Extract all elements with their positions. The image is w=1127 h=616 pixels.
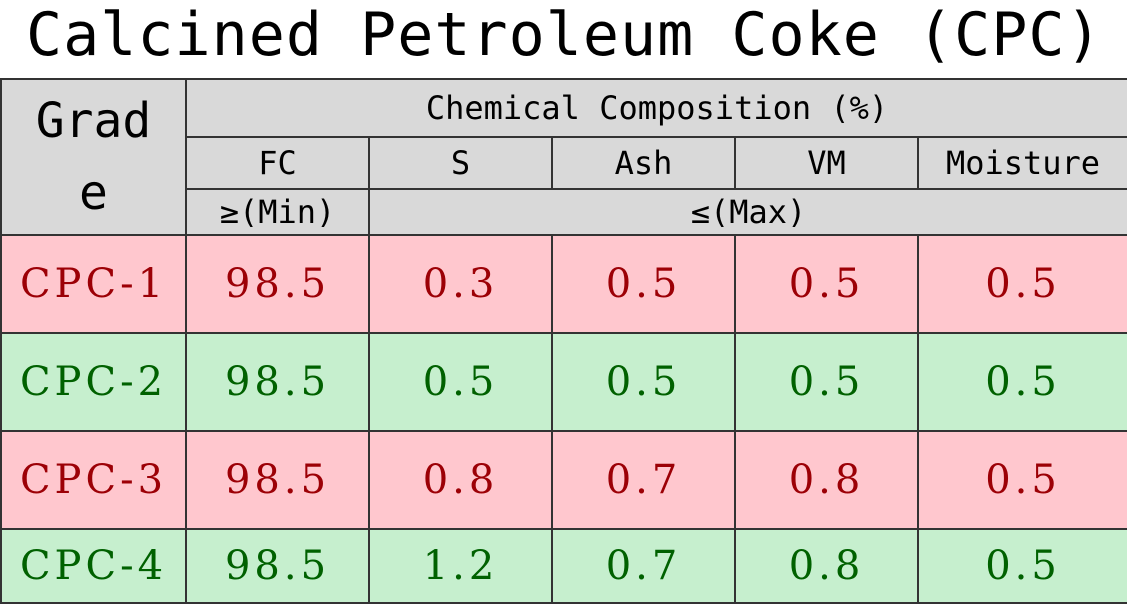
value-cell: 0.5	[551, 234, 736, 334]
column-header: FC	[185, 136, 370, 190]
value-cell: 0.7	[551, 528, 736, 604]
group-header: Chemical Composition (%)	[185, 78, 1127, 138]
value-cell: 1.2	[368, 528, 553, 604]
column-header: S	[368, 136, 553, 190]
grade-row: CPC-1 98.5 0.3 0.5 0.5 0.5	[0, 234, 1127, 334]
value-cell: 0.5	[917, 430, 1127, 530]
max-limit: ≤(Max)	[368, 188, 1127, 236]
value-cell: 0.5	[734, 234, 919, 334]
value-cell: 0.8	[734, 528, 919, 604]
value-cell: 98.5	[185, 528, 370, 604]
grade-cell: CPC-2	[0, 332, 187, 432]
column-header: Moisture	[917, 136, 1127, 190]
grade-header-text: Grade	[35, 93, 152, 221]
value-cell: 98.5	[185, 332, 370, 432]
value-cell: 0.5	[551, 332, 736, 432]
value-cell: 98.5	[185, 430, 370, 530]
grade-row: CPC-4 98.5 1.2 0.7 0.8 0.5	[0, 528, 1127, 604]
value-cell: 0.3	[368, 234, 553, 334]
page-title: Calcined Petroleum Coke (CPC)	[26, 0, 1103, 70]
value-cell: 98.5	[185, 234, 370, 334]
grade-cell: CPC-1	[0, 234, 187, 334]
value-cell: 0.8	[734, 430, 919, 530]
spec-table: Grade Chemical Composition (%) FC S Ash VM M…	[0, 78, 1127, 604]
value-cell: 0.5	[734, 332, 919, 432]
grade-row: CPC-2 98.5 0.5 0.5 0.5 0.5	[0, 332, 1127, 432]
value-cell: 0.7	[551, 430, 736, 530]
value-cell: 0.8	[368, 430, 553, 530]
min-limit: ≥(Min)	[185, 188, 370, 236]
value-cell: 0.5	[917, 528, 1127, 604]
column-header: Ash	[551, 136, 736, 190]
grade-header: Grade	[0, 78, 187, 236]
value-cell: 0.5	[368, 332, 553, 432]
grade-cell: CPC-4	[0, 528, 187, 604]
grade-cell: CPC-3	[0, 430, 187, 530]
column-header: VM	[734, 136, 919, 190]
grade-row: CPC-3 98.5 0.8 0.7 0.8 0.5	[0, 430, 1127, 530]
value-cell: 0.5	[917, 332, 1127, 432]
value-cell: 0.5	[917, 234, 1127, 334]
